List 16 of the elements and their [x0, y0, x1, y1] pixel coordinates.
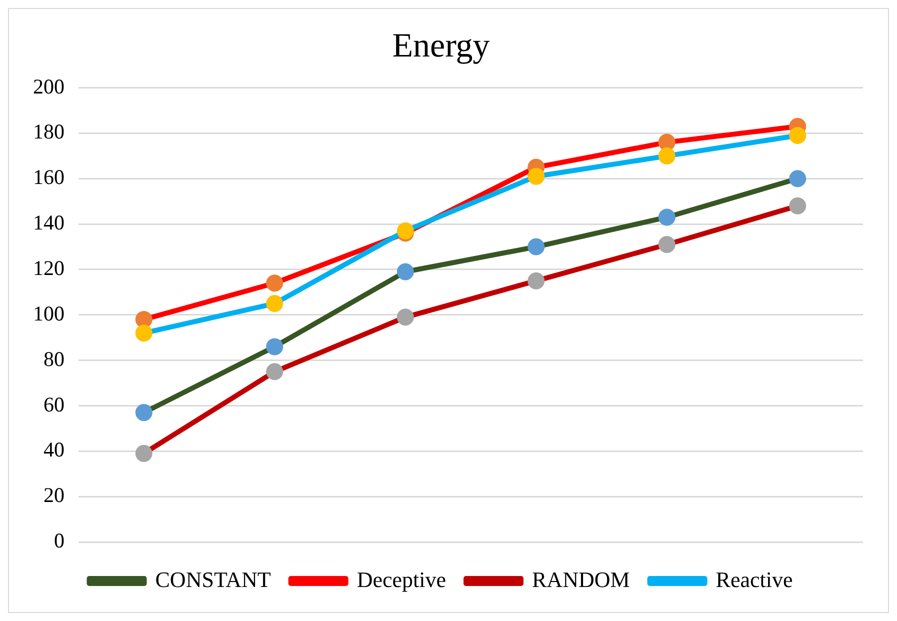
y-tick-label: 60 — [44, 392, 64, 416]
y-tick-label: 180 — [33, 120, 64, 144]
y-tick-label: 40 — [44, 438, 64, 462]
y-tick-label: 100 — [33, 301, 64, 326]
y-tick-label: 120 — [33, 256, 64, 280]
legend-label: RANDOM — [532, 566, 630, 592]
legend-label: Deceptive — [356, 566, 446, 592]
y-tick-label: 0 — [54, 528, 64, 553]
y-tick-label: 20 — [44, 483, 64, 508]
legend-label: Reactive — [716, 566, 793, 592]
y-tick-label: 160 — [33, 165, 64, 190]
legend-label: CONSTANT — [155, 566, 272, 592]
y-tick-label: 200 — [33, 74, 64, 98]
y-tick-label: 140 — [33, 210, 64, 235]
y-tick-label: 80 — [44, 346, 64, 371]
chart-title: Energy — [392, 27, 490, 64]
